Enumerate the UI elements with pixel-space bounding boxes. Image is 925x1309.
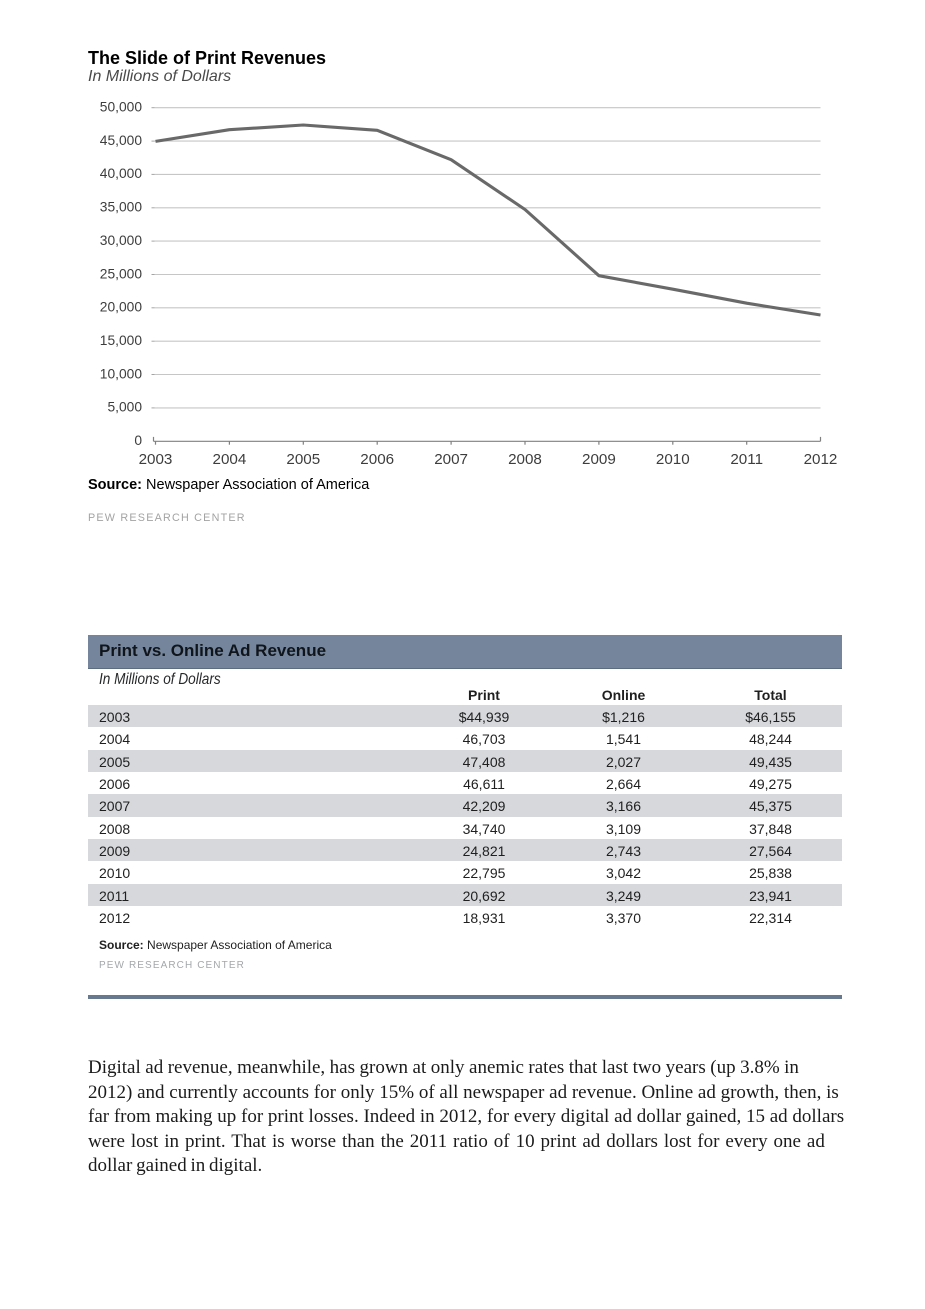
svg-text:The Slide of Print Revenues: The Slide of Print Revenues xyxy=(88,48,326,68)
svg-text:In Millions of Dollars: In Millions of Dollars xyxy=(88,68,231,85)
svg-text:40,000: 40,000 xyxy=(100,166,143,181)
svg-text:2007: 2007 xyxy=(434,451,468,468)
svg-text:35,000: 35,000 xyxy=(100,200,143,215)
svg-text:PEW RESEARCH CENTER: PEW RESEARCH CENTER xyxy=(88,512,246,524)
svg-text:2004: 2004 xyxy=(213,451,247,468)
svg-text:2009: 2009 xyxy=(582,451,616,468)
svg-text:2008: 2008 xyxy=(508,451,542,468)
svg-text:25,000: 25,000 xyxy=(100,266,143,281)
svg-text:2011: 2011 xyxy=(730,451,763,468)
svg-text:2003: 2003 xyxy=(139,451,173,468)
svg-text:10,000: 10,000 xyxy=(100,366,143,381)
svg-text:15,000: 15,000 xyxy=(100,333,143,348)
svg-text:2005: 2005 xyxy=(286,451,320,468)
svg-text:30,000: 30,000 xyxy=(100,233,143,248)
svg-text:45,000: 45,000 xyxy=(100,133,143,148)
svg-text:2006: 2006 xyxy=(360,451,394,468)
svg-text:2012: 2012 xyxy=(804,451,838,468)
svg-text:0: 0 xyxy=(134,433,142,448)
svg-text:20,000: 20,000 xyxy=(100,300,143,315)
svg-text:Source: Newspaper Association: Source: Newspaper Association of America xyxy=(88,477,370,493)
svg-text:50,000: 50,000 xyxy=(100,100,143,115)
svg-text:5,000: 5,000 xyxy=(107,400,142,415)
svg-text:2010: 2010 xyxy=(656,451,690,468)
